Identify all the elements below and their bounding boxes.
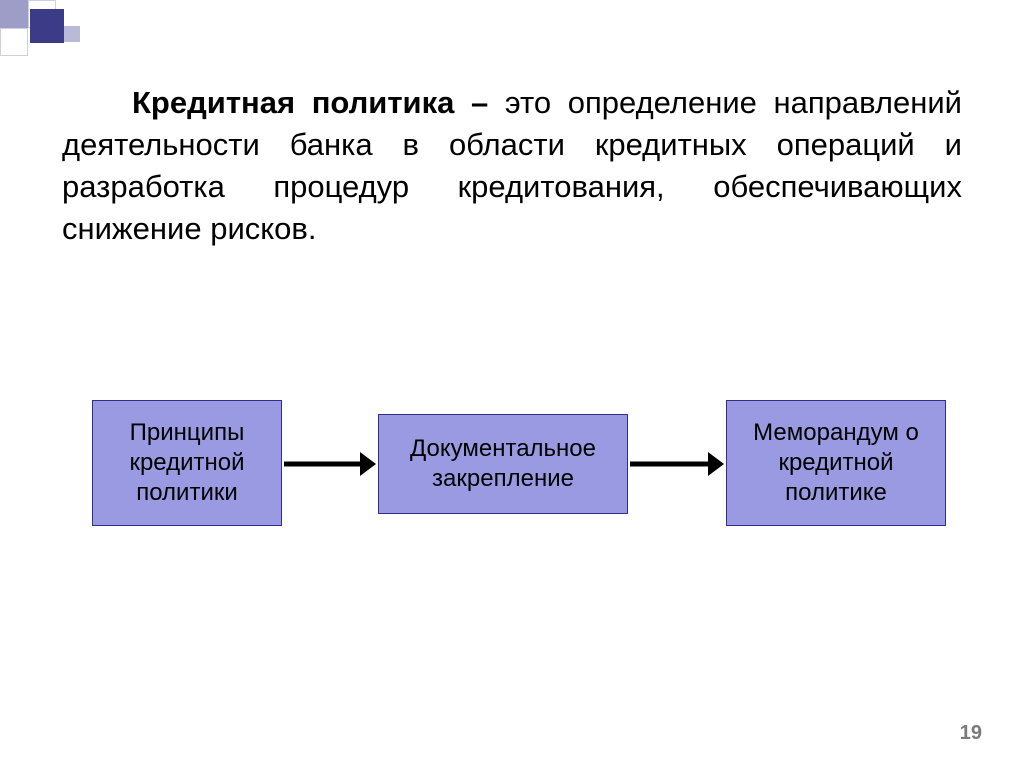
deco-square xyxy=(0,28,28,56)
flow-arrow xyxy=(630,444,724,484)
flow-arrow xyxy=(284,444,376,484)
corner-decoration xyxy=(0,0,120,60)
definition-paragraph: Кредитная политика – это определение нап… xyxy=(62,82,962,249)
flow-node-n1: Принципы кредитной политики xyxy=(92,400,282,526)
flow-node-n3: Меморандум о кредитной политике xyxy=(726,400,946,526)
deco-square xyxy=(30,9,64,43)
deco-square xyxy=(64,26,80,42)
definition-bold-lead: Кредитная политика – xyxy=(132,85,505,120)
page-number: 19 xyxy=(960,722,982,745)
flow-node-n2: Документальное закрепление xyxy=(378,414,628,514)
slide: Кредитная политика – это определение нап… xyxy=(0,0,1024,767)
deco-square xyxy=(0,0,28,28)
flowchart: Принципы кредитной политики Документально… xyxy=(0,400,1024,560)
